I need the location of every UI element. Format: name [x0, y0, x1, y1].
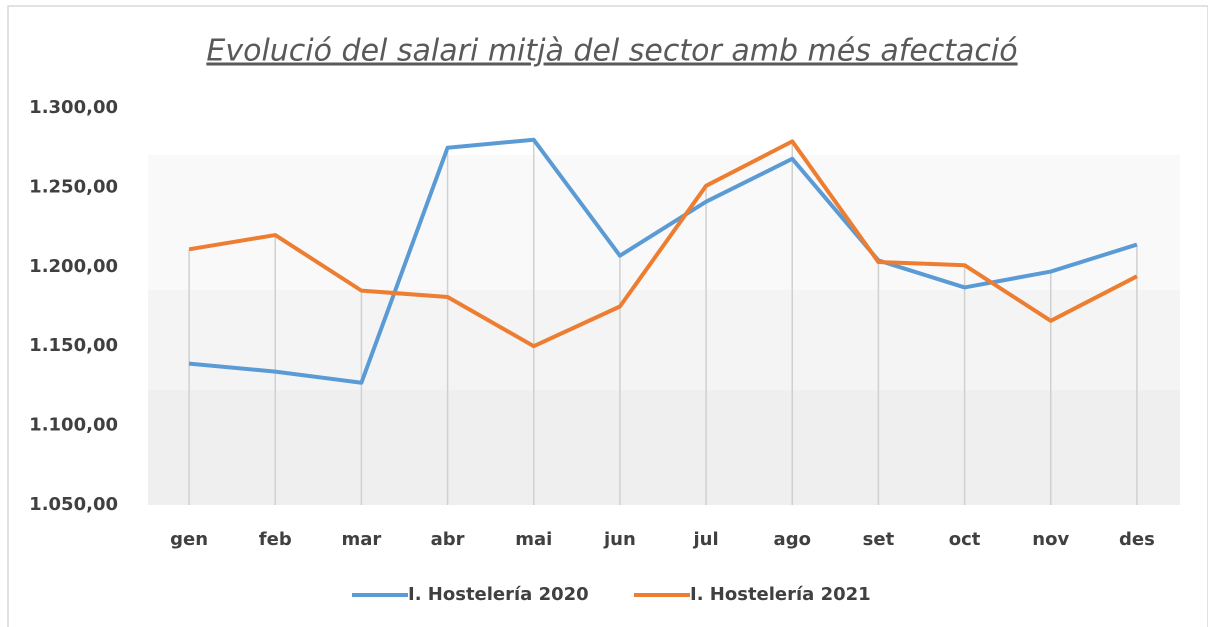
x-tick-label: abr [431, 529, 465, 550]
x-tick-label: jul [693, 529, 719, 550]
y-tick-label: 1.250,00 [29, 176, 118, 197]
x-tick-label: mar [342, 529, 382, 550]
x-tick-label: oct [949, 529, 981, 550]
x-tick-label: feb [259, 529, 292, 550]
plot-band [148, 390, 1180, 505]
series-line [188, 139, 1138, 349]
legend-label: I. Hostelería 2020 [408, 584, 589, 605]
x-tick-label: set [863, 529, 895, 550]
series-line [188, 137, 1138, 385]
x-tick-label: des [1119, 529, 1155, 550]
plot-band [148, 155, 1180, 290]
y-tick-label: 1.050,00 [29, 494, 118, 515]
plot-band [148, 290, 1180, 390]
y-tick-label: 1.100,00 [29, 415, 118, 436]
x-tick-label: mai [515, 529, 552, 550]
y-tick-label: 1.300,00 [29, 97, 118, 118]
x-tick-label: jun [603, 529, 636, 550]
x-tick-label: gen [170, 529, 208, 550]
y-tick-label: 1.200,00 [29, 256, 118, 277]
y-tick-label: 1.150,00 [29, 335, 118, 356]
legend-label: I. Hostelería 2021 [690, 584, 871, 605]
x-tick-label: nov [1032, 529, 1069, 550]
chart-title: Evolució del salari mitjà del sector amb… [206, 34, 1017, 69]
x-tick-label: ago [774, 529, 811, 550]
